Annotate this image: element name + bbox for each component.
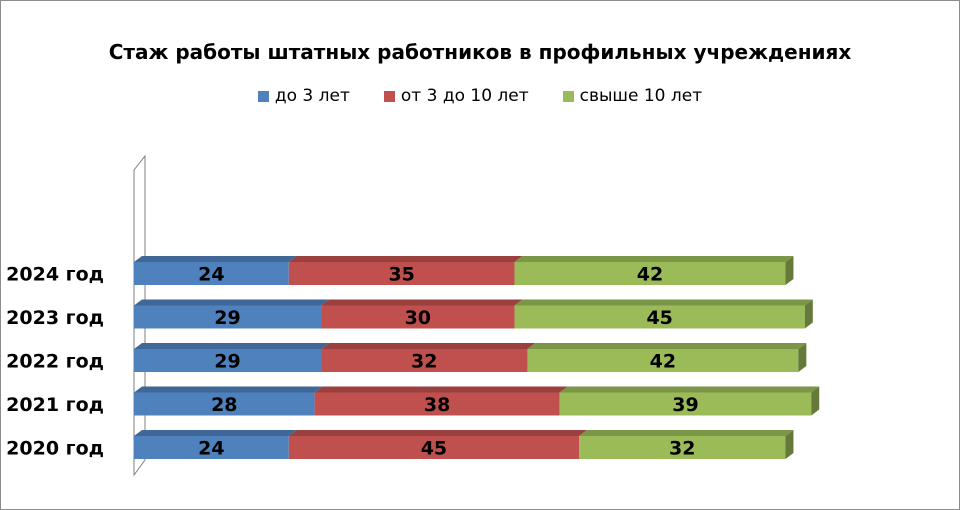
category-label: 2023 год bbox=[6, 307, 104, 329]
bar-top-face bbox=[579, 430, 794, 436]
data-label: 45 bbox=[646, 307, 672, 329]
bar-top-face bbox=[321, 299, 523, 306]
legend-item-series-1: до 3 лет bbox=[257, 86, 350, 106]
legend-swatch-series-1 bbox=[257, 90, 269, 102]
data-label: 35 bbox=[388, 264, 414, 286]
chart-title: Стаж работы штатных работников в профиль… bbox=[108, 40, 852, 64]
bar-segment bbox=[314, 392, 560, 416]
data-label: 32 bbox=[411, 351, 437, 373]
data-label: 39 bbox=[672, 394, 698, 416]
bar-top-face bbox=[321, 343, 536, 349]
bar-side-face bbox=[811, 386, 820, 416]
bar-top-face bbox=[514, 256, 794, 262]
legend-item-series-3: свыше 10 лет bbox=[562, 86, 703, 106]
category-label: 2024 год bbox=[6, 264, 104, 286]
chart-legend: до 3 лет от 3 до 10 лет свыше 10 лет bbox=[0, 86, 960, 106]
data-label: 32 bbox=[669, 438, 695, 460]
bar-side-face bbox=[785, 430, 794, 459]
legend-label-series-3: свыше 10 лет bbox=[579, 86, 703, 106]
legend-label-series-2: от 3 до 10 лет bbox=[400, 86, 529, 106]
bar-side-face bbox=[804, 299, 813, 329]
bar-segment bbox=[134, 392, 315, 416]
data-label: 42 bbox=[637, 264, 663, 286]
data-label: 29 bbox=[214, 307, 240, 329]
bar-top-face bbox=[288, 430, 588, 436]
bar-top-face bbox=[559, 386, 820, 393]
data-label: 30 bbox=[405, 307, 431, 329]
bar-top-face bbox=[514, 299, 813, 306]
bar-top-face bbox=[288, 256, 523, 262]
legend-swatch-series-2 bbox=[383, 90, 395, 102]
bar-segment bbox=[134, 349, 322, 372]
bar-top-face bbox=[134, 386, 323, 393]
bar-segment bbox=[514, 305, 805, 329]
bar-top-face bbox=[134, 430, 297, 436]
bar-side-face bbox=[798, 343, 807, 372]
category-label: 2021 год bbox=[6, 394, 104, 416]
data-label: 42 bbox=[650, 351, 676, 373]
bar-segment bbox=[288, 262, 515, 285]
bar-segment bbox=[559, 392, 812, 416]
bar-top-face bbox=[527, 343, 807, 349]
data-label: 28 bbox=[211, 394, 237, 416]
bar-segment bbox=[134, 262, 289, 285]
bar-top-face bbox=[134, 299, 330, 306]
bar-segment bbox=[321, 305, 515, 329]
bar-segment bbox=[514, 262, 786, 285]
bar-top-face bbox=[314, 386, 568, 393]
data-label: 24 bbox=[198, 264, 224, 286]
bar-segment bbox=[134, 436, 289, 459]
bar-segment bbox=[321, 349, 528, 372]
legend-swatch-series-3 bbox=[562, 90, 574, 102]
data-label: 24 bbox=[198, 438, 224, 460]
category-label: 2022 год bbox=[6, 351, 104, 373]
legend-item-series-2: от 3 до 10 лет bbox=[383, 86, 529, 106]
bar-segment bbox=[288, 436, 580, 459]
bar-top-face bbox=[134, 343, 330, 349]
data-label: 29 bbox=[214, 351, 240, 373]
data-label: 45 bbox=[421, 438, 447, 460]
bar-side-face bbox=[785, 256, 794, 285]
bar-top-face bbox=[134, 256, 297, 262]
category-label: 2020 год bbox=[6, 438, 104, 460]
bar-segment bbox=[527, 349, 799, 372]
bar-segment bbox=[579, 436, 786, 459]
bar-segment bbox=[134, 305, 322, 329]
legend-label-series-1: до 3 лет bbox=[274, 86, 350, 106]
data-label: 38 bbox=[424, 394, 450, 416]
